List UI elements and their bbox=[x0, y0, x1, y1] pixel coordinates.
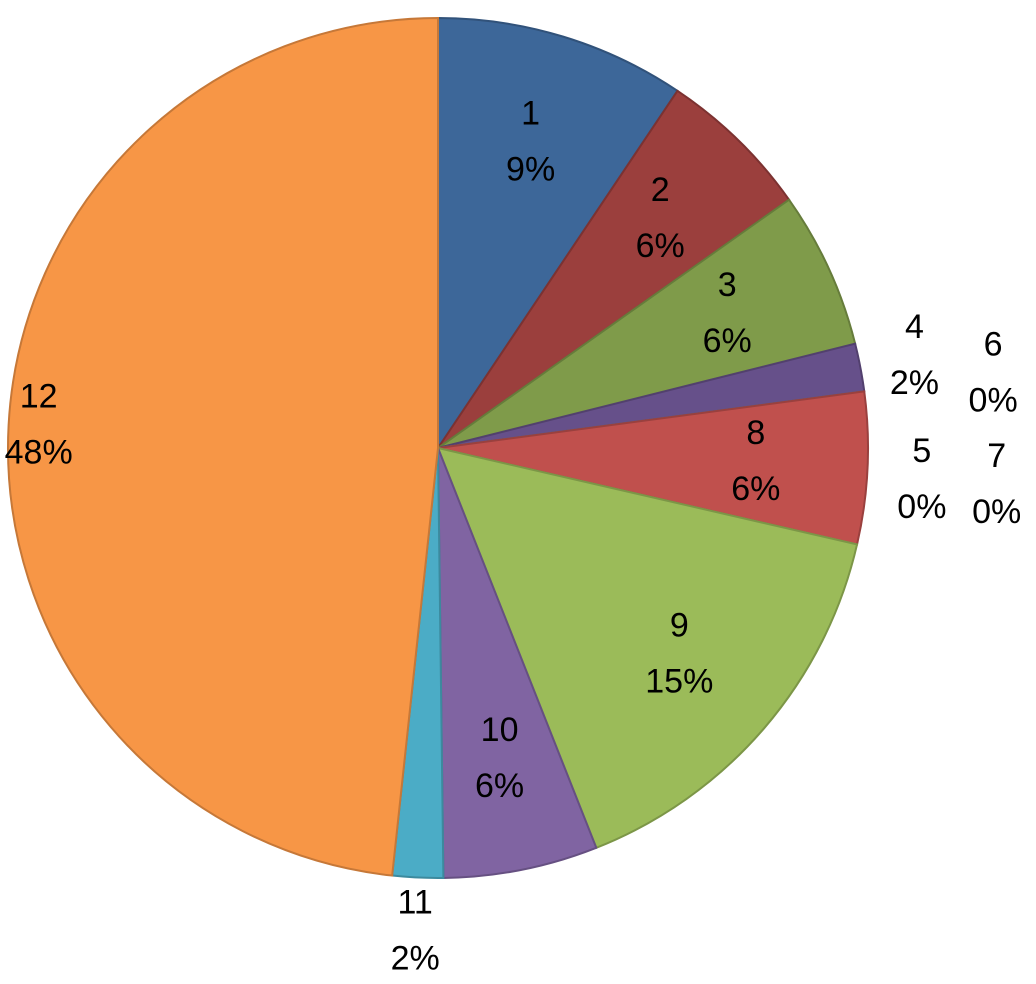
slice-category-label: 10 bbox=[481, 711, 519, 749]
pie-slice bbox=[436, 446, 859, 850]
slice-category-label: 12 bbox=[20, 378, 58, 416]
pie-slice bbox=[437, 390, 869, 546]
slice-category-label: 4 bbox=[905, 308, 924, 346]
slice-value-label: 0% bbox=[969, 381, 1018, 419]
slice-value-label: 15% bbox=[645, 662, 713, 700]
pie-slice bbox=[7, 16, 439, 877]
slice-value-label: 2% bbox=[391, 939, 440, 977]
slice-category-label: 7 bbox=[987, 437, 1006, 475]
slice-value-label: 0% bbox=[897, 488, 946, 526]
slice-category-label: 9 bbox=[670, 606, 689, 644]
pie-slice bbox=[437, 447, 598, 879]
pie-slice bbox=[437, 198, 857, 449]
slice-value-label: 6% bbox=[703, 322, 752, 360]
pie-slice bbox=[437, 16, 679, 452]
slice-category-label: 3 bbox=[718, 266, 737, 304]
slice-value-label: 6% bbox=[636, 227, 685, 265]
slice-category-label: 2 bbox=[651, 171, 670, 209]
slice-category-label: 11 bbox=[398, 883, 433, 921]
slice-category-label: 5 bbox=[912, 432, 931, 470]
slice-value-label: 9% bbox=[506, 151, 555, 189]
slice-value-label: 6% bbox=[475, 767, 524, 805]
slice-category-label: 1 bbox=[521, 95, 540, 133]
slice-value-label: 2% bbox=[890, 364, 939, 402]
slice-category-label: 6 bbox=[984, 325, 1003, 363]
slice-value-label: 0% bbox=[972, 493, 1021, 531]
slice-category-label: 8 bbox=[746, 414, 765, 452]
slice-value-label: 6% bbox=[731, 470, 780, 508]
pie-slice bbox=[437, 89, 791, 449]
slice-value-label: 48% bbox=[5, 434, 73, 472]
